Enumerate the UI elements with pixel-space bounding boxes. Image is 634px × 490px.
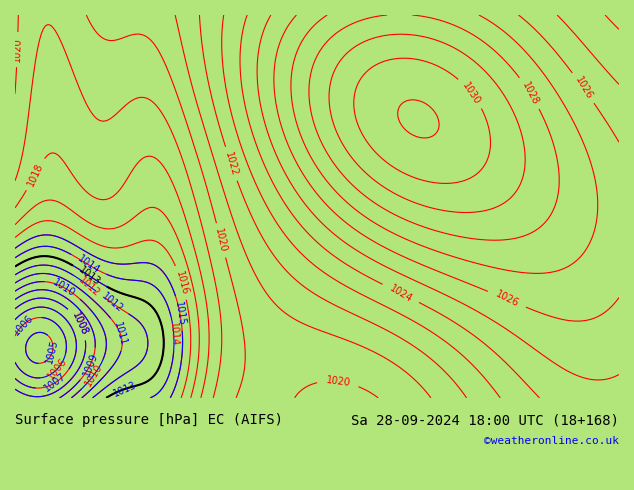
Text: ©weatheronline.co.uk: ©weatheronline.co.uk bbox=[484, 436, 619, 446]
Text: 1026: 1026 bbox=[494, 289, 520, 309]
Text: 1013: 1013 bbox=[112, 379, 138, 398]
Text: 1020: 1020 bbox=[12, 37, 23, 62]
Text: 1008: 1008 bbox=[70, 311, 89, 337]
Text: Sa 28-09-2024 18:00 UTC (18+168): Sa 28-09-2024 18:00 UTC (18+168) bbox=[351, 413, 619, 427]
Text: Surface pressure [hPa] EC (AIFS): Surface pressure [hPa] EC (AIFS) bbox=[15, 413, 283, 427]
Text: 1005: 1005 bbox=[44, 339, 60, 365]
Text: 1030: 1030 bbox=[460, 80, 482, 106]
Text: 1026: 1026 bbox=[573, 75, 594, 101]
Text: 1028: 1028 bbox=[520, 80, 540, 106]
Text: 1012: 1012 bbox=[77, 274, 102, 298]
Text: 1020: 1020 bbox=[214, 227, 228, 253]
Text: 1010: 1010 bbox=[83, 362, 105, 388]
Text: 1012: 1012 bbox=[100, 291, 125, 315]
Text: 1006: 1006 bbox=[46, 356, 69, 382]
Text: 1015: 1015 bbox=[173, 300, 187, 326]
Text: 1024: 1024 bbox=[388, 283, 414, 304]
Text: 1018: 1018 bbox=[25, 161, 45, 188]
Text: 1014: 1014 bbox=[168, 321, 179, 346]
Text: 1014: 1014 bbox=[75, 253, 101, 276]
Text: 1022: 1022 bbox=[223, 150, 239, 177]
Text: 1008: 1008 bbox=[70, 311, 89, 337]
Text: 1007: 1007 bbox=[42, 371, 68, 394]
Text: 1006: 1006 bbox=[11, 313, 35, 337]
Text: 1020: 1020 bbox=[325, 375, 351, 388]
Text: 1013: 1013 bbox=[77, 265, 103, 288]
Text: 1010: 1010 bbox=[51, 277, 77, 298]
Text: 1009: 1009 bbox=[81, 351, 100, 378]
Text: 1016: 1016 bbox=[174, 270, 190, 296]
Text: 1011: 1011 bbox=[112, 320, 129, 347]
